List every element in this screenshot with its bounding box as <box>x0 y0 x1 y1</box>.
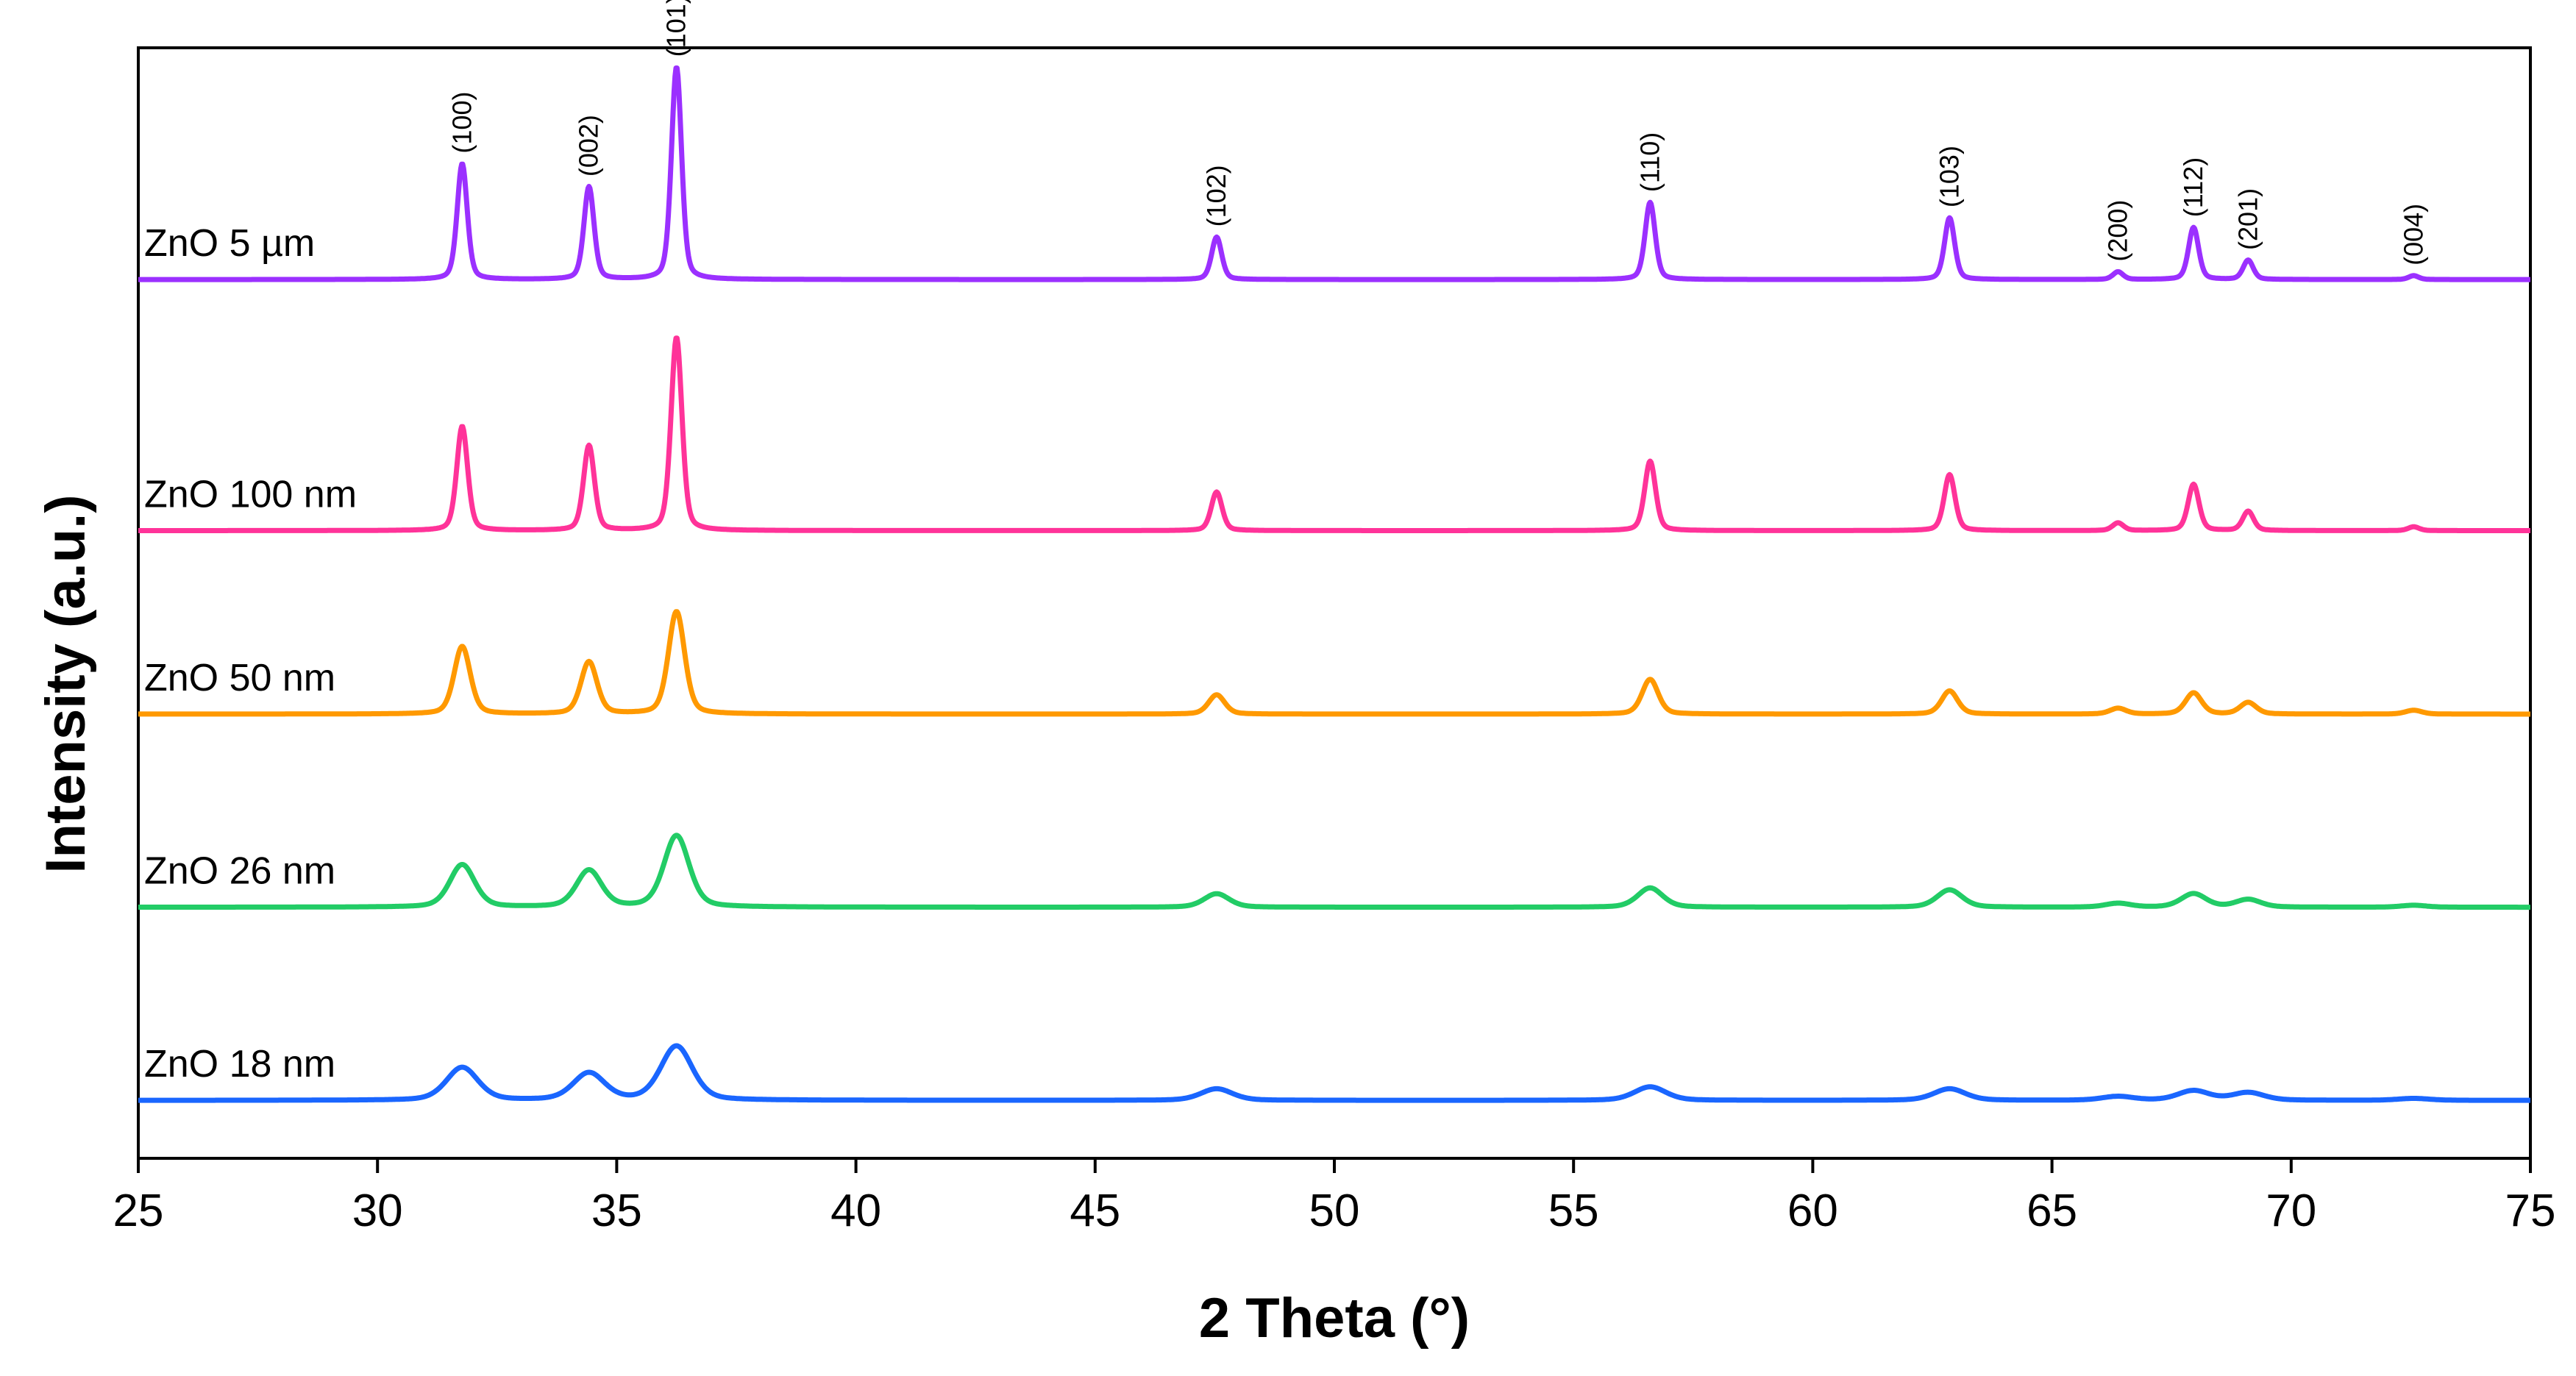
x-tick-label: 35 <box>591 1186 642 1236</box>
series-line-1 <box>136 335 2533 533</box>
x-axis-ticks: 25 30 35 40 45 50 55 60 65 70 75 <box>113 1158 2556 1236</box>
series-label: ZnO 5 µm <box>144 222 315 265</box>
series-line-2 <box>136 609 2533 717</box>
peak-label: (110) <box>1634 132 1665 192</box>
x-tick-label: 45 <box>1070 1186 1120 1236</box>
x-tick-label: 60 <box>1787 1186 1838 1236</box>
series-label: ZnO 50 nm <box>144 657 335 699</box>
peak-label: (004) <box>2398 204 2428 265</box>
x-tick-label: 50 <box>1309 1186 1360 1236</box>
peak-labels: (100) (002) (101) (102) (110) (103) (200) (112)… <box>446 0 2428 265</box>
x-tick-label: 75 <box>2505 1186 2556 1236</box>
series-line-0 <box>136 65 2533 282</box>
x-tick-label: 65 <box>2027 1186 2077 1236</box>
x-axis-title: 2 Theta (°) <box>1199 1287 1470 1350</box>
series-labels: ZnO 5 µm ZnO 100 nm ZnO 50 nm ZnO 26 nm ZnO … <box>144 222 357 1086</box>
peak-label: (103) <box>1934 146 1964 207</box>
peak-label: (201) <box>2232 188 2263 250</box>
peak-label: (002) <box>574 115 604 177</box>
series-label: ZnO 18 nm <box>144 1043 335 1086</box>
x-tick-label: 25 <box>113 1186 164 1236</box>
plot-frame <box>137 46 2532 1160</box>
x-tick-label: 55 <box>1548 1186 1599 1236</box>
peak-label: (100) <box>446 92 477 154</box>
x-tick-label: 30 <box>352 1186 403 1236</box>
x-tick-label: 40 <box>830 1186 881 1236</box>
peak-label: (101) <box>661 0 691 57</box>
x-tick-label: 70 <box>2266 1186 2316 1236</box>
series-line-4 <box>136 1043 2533 1103</box>
series-layer <box>136 65 2533 1103</box>
series-label: ZnO 26 nm <box>144 850 335 893</box>
peak-label: (200) <box>2102 200 2132 262</box>
series-line-3 <box>136 833 2533 910</box>
series-label: ZnO 100 nm <box>144 474 357 516</box>
peak-label: (102) <box>1201 165 1231 227</box>
y-axis-title: Intensity (a.u.) <box>35 494 97 873</box>
peak-label: (112) <box>2178 157 2208 217</box>
